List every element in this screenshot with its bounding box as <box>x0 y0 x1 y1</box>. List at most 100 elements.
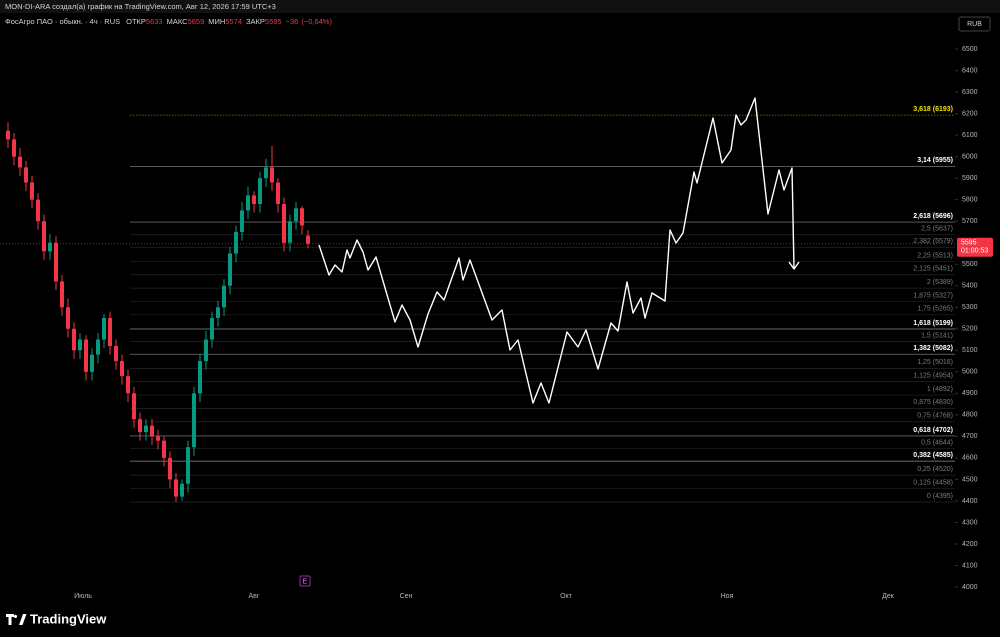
candle-body <box>144 425 148 433</box>
candle-body <box>198 361 202 394</box>
y-tick-label: 4500 <box>962 476 978 483</box>
candle-body <box>186 447 190 484</box>
candle-body <box>288 221 292 243</box>
fib-label: 1,25 (5016) <box>917 359 953 366</box>
fib-label: 1,75 (5265) <box>917 306 953 313</box>
candle-body <box>18 156 22 168</box>
event-marker[interactable] <box>299 575 311 587</box>
candle-body <box>180 483 184 497</box>
candle-body <box>42 221 46 252</box>
y-tick-label: 4900 <box>962 390 978 397</box>
fib-label: 2,5 (5637) <box>921 226 953 233</box>
event-marker-label: E <box>303 578 308 585</box>
legend-text: ФосАгро ПАО · обыкн. · 4ч · RUS ОТКР5633 М… <box>5 17 332 26</box>
fib-label: 3,14 (5955) <box>917 157 953 164</box>
countdown-label: 01:00:53 <box>961 248 988 255</box>
candle-body <box>24 167 28 183</box>
candle-body <box>306 235 310 244</box>
candle-body <box>264 167 268 179</box>
fib-label: 0,5 (4644) <box>921 439 953 446</box>
candle-body <box>96 339 100 355</box>
header-bar <box>0 0 1000 13</box>
fib-label: 1 (4892) <box>927 386 953 393</box>
candle-body <box>276 182 280 204</box>
candle-body <box>156 436 160 441</box>
y-tick-label: 5400 <box>962 283 978 290</box>
current-price-box <box>957 237 993 257</box>
currency-button[interactable] <box>958 16 991 32</box>
candle-body <box>150 425 154 437</box>
candle-body <box>60 281 64 308</box>
legend-close-value: 5595 <box>265 17 282 26</box>
y-tick-label: 5900 <box>962 175 978 182</box>
candle-body <box>282 203 286 243</box>
y-tick-label: 5100 <box>962 347 978 354</box>
candle-body <box>252 195 256 204</box>
candle-body <box>162 440 166 458</box>
y-tick-label: 4000 <box>962 584 978 591</box>
fib-label: 1,618 (5199) <box>913 320 953 327</box>
y-tick-label: 6300 <box>962 89 978 96</box>
logo-icon <box>6 614 27 625</box>
candle-body <box>102 318 106 340</box>
candle-body <box>90 354 94 372</box>
y-tick-label: 4700 <box>962 433 978 440</box>
legend-change: −36 <box>286 17 299 26</box>
candle-body <box>168 457 172 480</box>
legend-symbol: ФосАгро ПАО · обыкн. · 4ч · RUS <box>5 17 120 26</box>
candle-body <box>114 346 118 362</box>
fib-label: 1,5 (5141) <box>921 332 953 339</box>
candle-body <box>210 318 214 340</box>
projection-drawing <box>318 97 800 404</box>
header-text: MON-DI-ARA создал(а) график на TradingVi… <box>5 2 276 11</box>
candle-body <box>78 339 82 351</box>
legend-low-label: МИН <box>208 17 225 26</box>
candle-body <box>126 376 130 394</box>
x-tick-label: Июль <box>74 593 92 600</box>
candle-body <box>54 242 58 282</box>
y-tick-label: 6000 <box>962 153 978 160</box>
x-tick-label: Авг <box>249 593 260 600</box>
fib-label: 2,25 (5513) <box>917 252 953 259</box>
time-axis: Июль Авг Сен Окт Ноя Дек <box>74 593 895 600</box>
fib-label: 2,618 (5696) <box>913 213 953 220</box>
x-tick-label: Окт <box>560 593 573 600</box>
x-tick-label: Ноя <box>721 593 734 600</box>
candle-body <box>246 195 250 211</box>
candle-body <box>294 208 298 222</box>
y-tick-label: 5000 <box>962 369 978 376</box>
current-price-label: 5595 <box>961 240 977 247</box>
fib-label: 1,875 (5327) <box>913 292 953 299</box>
y-tick-label: 5800 <box>962 197 978 204</box>
y-tick-label: 4800 <box>962 412 978 419</box>
candle-body <box>240 210 244 232</box>
x-tick-label: Дек <box>882 593 895 600</box>
y-tick-label: 4600 <box>962 455 978 462</box>
candle-body <box>108 318 112 347</box>
y-tick-label: 6200 <box>962 110 978 117</box>
legend-open-label: ОТКР <box>126 17 146 26</box>
candle-body <box>222 285 226 308</box>
legend-change-pct: (−0,64%) <box>301 17 332 26</box>
candle-body <box>216 307 220 319</box>
x-tick-label: Сен <box>400 593 413 600</box>
y-tick-label: 5700 <box>962 218 978 225</box>
candle-body <box>174 479 178 497</box>
candle-body <box>132 393 136 420</box>
fib-label: 1,382 (5082) <box>913 345 953 352</box>
currency-label: RUB <box>967 21 982 28</box>
legend: ФосАгро ПАО · обыкн. · 4ч · RUS ОТКР5633 М… <box>5 17 332 26</box>
candle-body <box>30 182 34 200</box>
candle-body <box>192 393 196 448</box>
fib-label: 0,75 (4768) <box>917 413 953 420</box>
fib-label: 0,618 (4702) <box>913 427 953 434</box>
legend-close-label: ЗАКР <box>246 17 265 26</box>
candles <box>6 122 310 503</box>
y-tick-label: 4400 <box>962 498 978 505</box>
fib-label: 2,382 (5579) <box>913 238 953 245</box>
fib-label: 2,125 (5451) <box>913 266 953 273</box>
candle-body <box>12 139 16 157</box>
